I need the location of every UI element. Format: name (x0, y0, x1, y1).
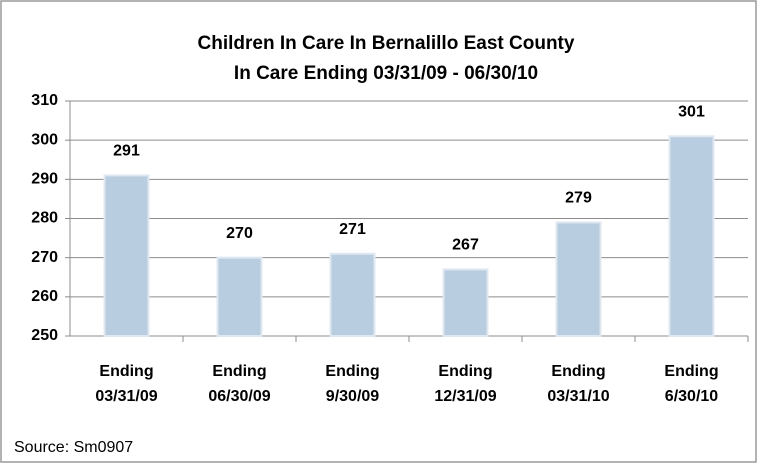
bar (555, 221, 602, 338)
x-tick-label: Ending 03/31/10 (547, 363, 609, 405)
bar (103, 174, 150, 337)
data-label: 291 (113, 143, 140, 160)
bar (442, 268, 489, 337)
y-tick-label: 300 (31, 131, 58, 148)
y-tick-label: 280 (31, 210, 58, 227)
bar (668, 135, 715, 337)
bar (329, 252, 376, 337)
x-tick-label: Ending 9/30/09 (325, 363, 379, 405)
chart-subtitle: In Care Ending 03/31/09 - 06/30/10 (234, 63, 538, 84)
x-tick-label: Ending 12/31/09 (434, 363, 496, 405)
x-tick-label: Ending 6/30/10 (664, 363, 718, 405)
data-label: 267 (452, 237, 479, 254)
bar (216, 256, 263, 337)
source-note: Source: Sm0907 (14, 439, 133, 456)
y-tick-label: 270 (31, 249, 58, 266)
data-label: 271 (339, 221, 366, 238)
x-tick-label: Ending 06/30/09 (208, 363, 270, 405)
chart-title: Children In Care In Bernalillo East Coun… (198, 33, 575, 54)
y-tick-label: 290 (31, 171, 58, 188)
data-label: 279 (565, 190, 592, 207)
y-tick-label: 310 (31, 92, 58, 109)
data-label: 270 (226, 225, 253, 242)
data-label: 301 (678, 103, 705, 120)
y-tick-label: 260 (31, 288, 58, 305)
y-tick-label: 250 (31, 327, 58, 344)
x-tick-label: Ending 03/31/09 (95, 363, 157, 405)
